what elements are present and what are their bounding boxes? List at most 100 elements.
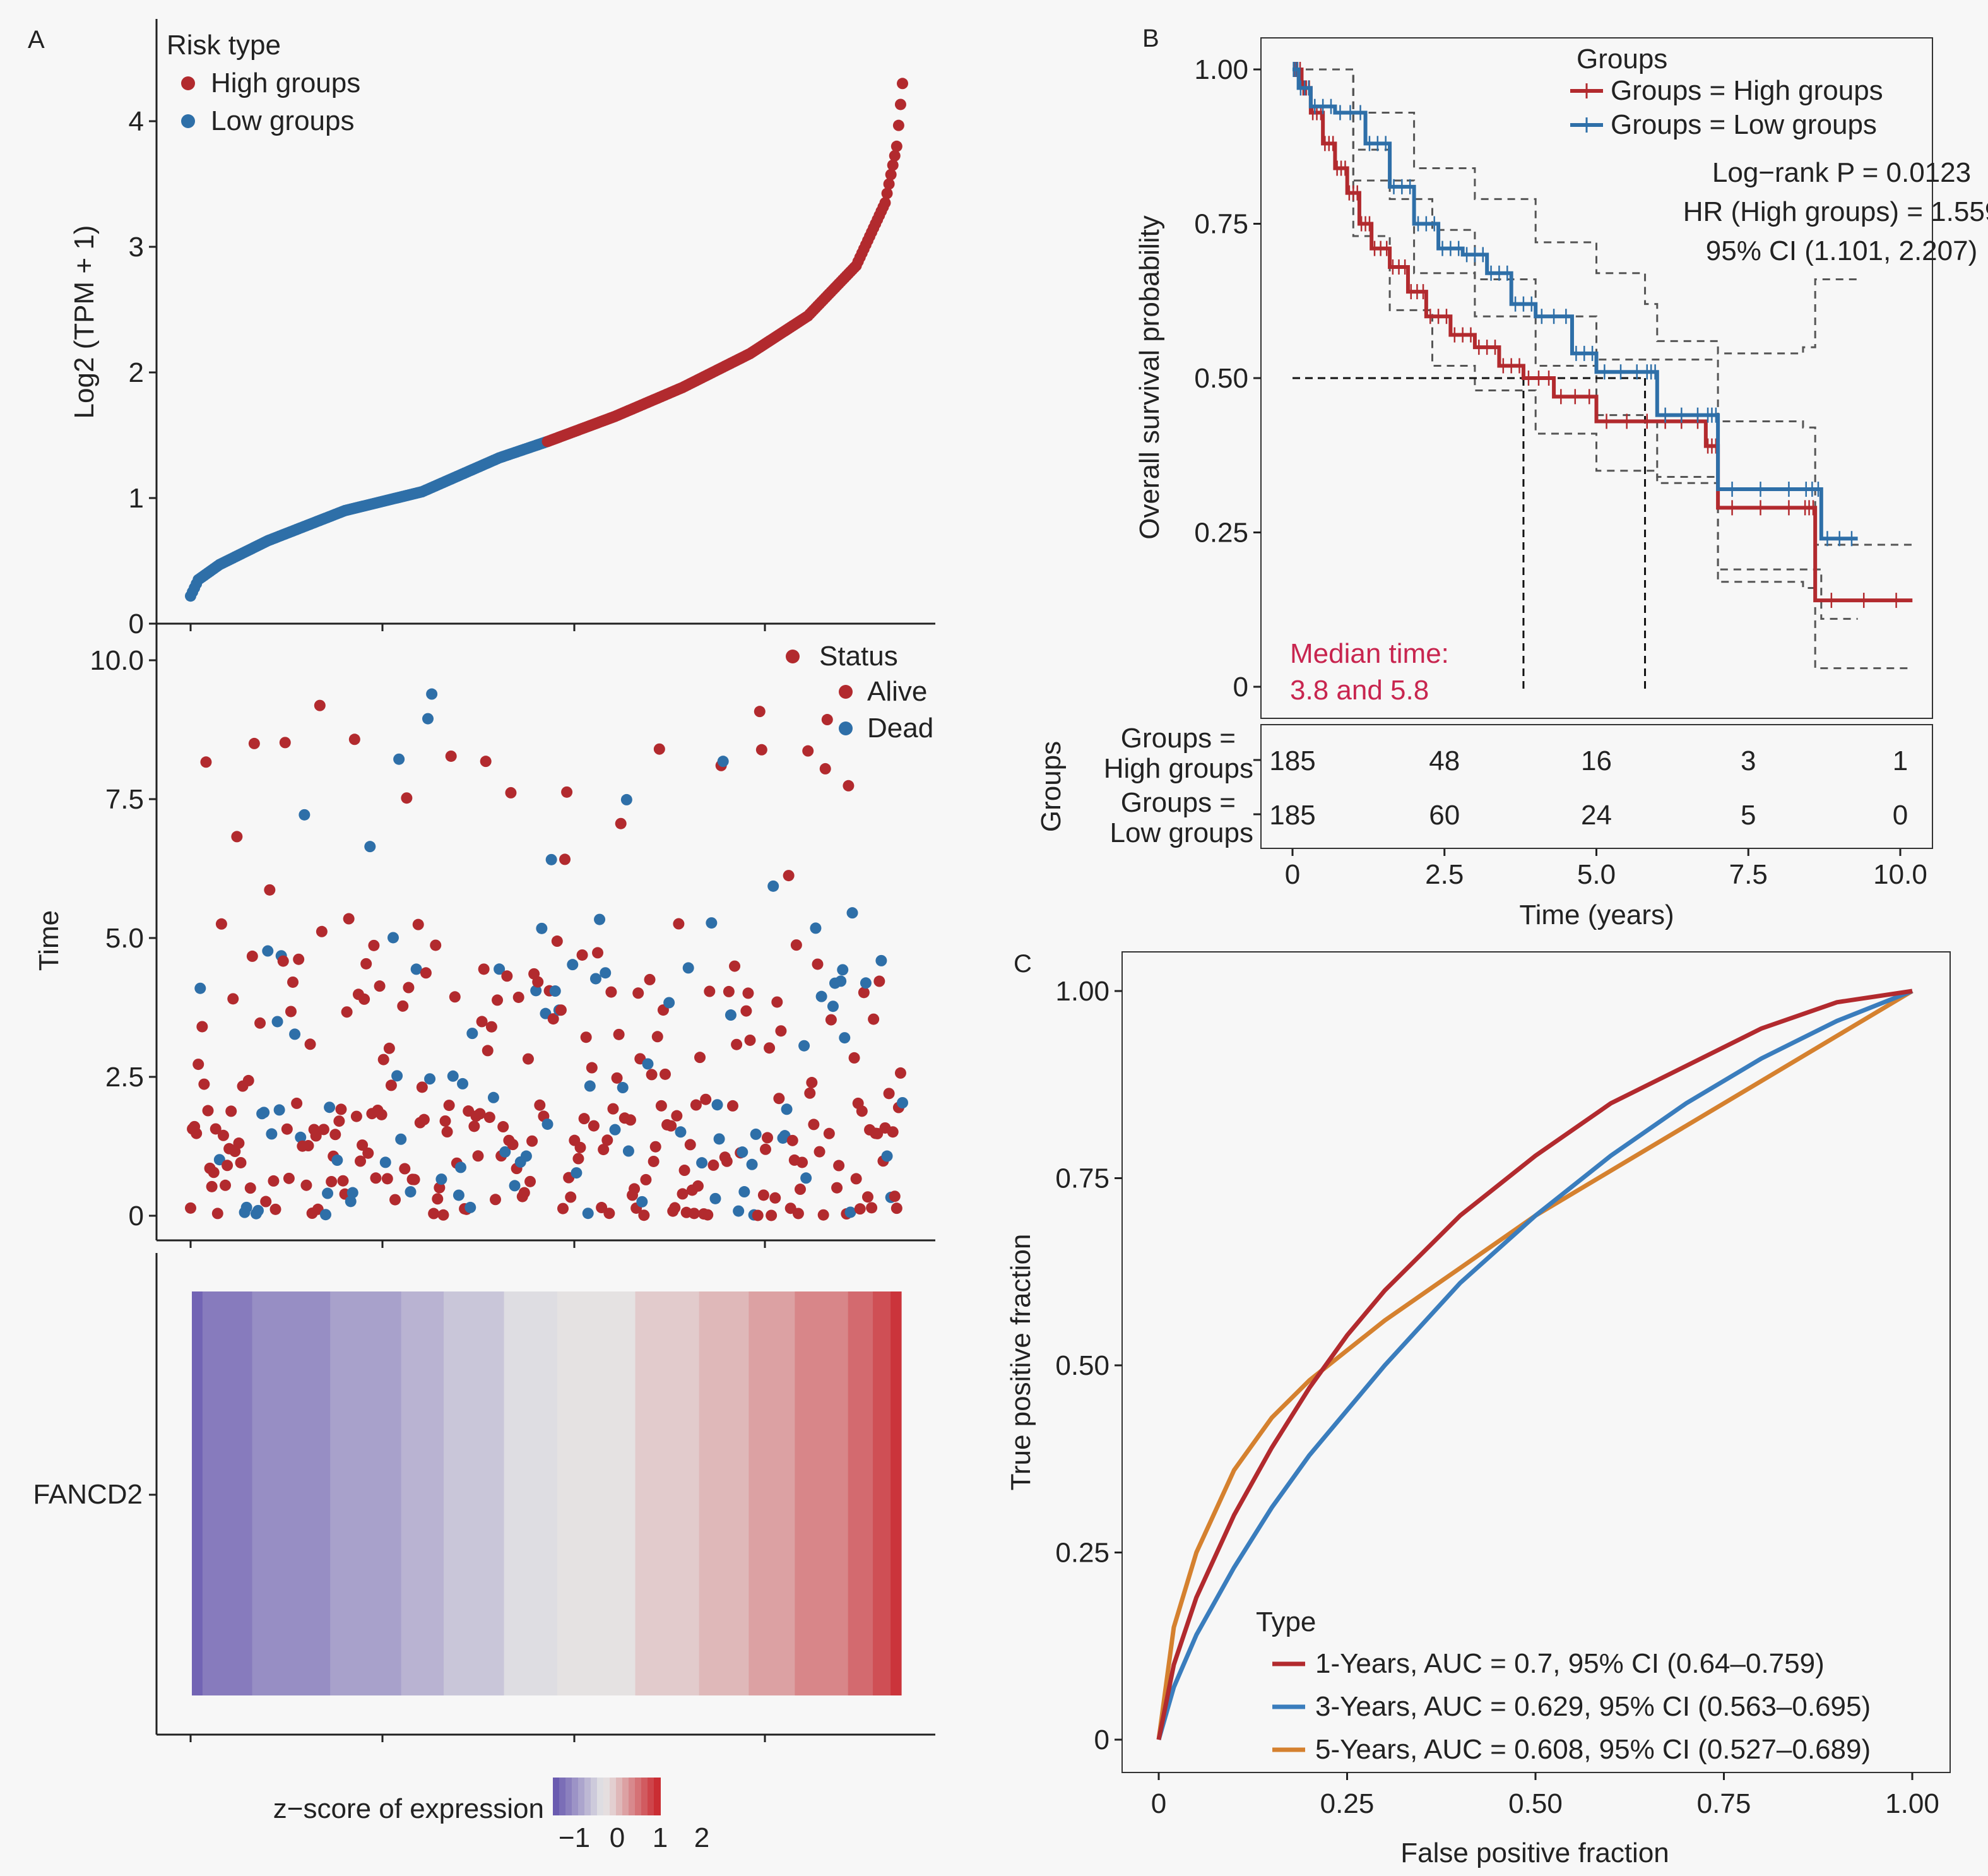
- colorbar-cell: [572, 1778, 579, 1815]
- alive-point: [831, 1182, 843, 1194]
- dead-point: [767, 880, 779, 892]
- roc-curve-5-year: [1156, 988, 1914, 1740]
- high-group-point: [887, 159, 899, 171]
- high-group-point: [881, 187, 893, 199]
- alive-point: [512, 991, 524, 1003]
- dead-point: [289, 1028, 301, 1040]
- alive-point: [281, 1123, 293, 1135]
- alive-point: [821, 714, 833, 726]
- y-tick-label: 0: [1094, 1725, 1109, 1755]
- alive-point: [434, 1182, 446, 1194]
- risk-count-low: 185: [1269, 800, 1315, 831]
- y-tick-label: 0.50: [1194, 363, 1248, 394]
- colorbar-cell: [591, 1778, 598, 1815]
- alive-point: [401, 792, 413, 804]
- heatmap-row-label: FANCD2: [33, 1479, 143, 1510]
- dead-point: [494, 963, 506, 975]
- y-tick-label: 0.25: [1194, 518, 1248, 549]
- x-tick-label: 5.0: [1577, 859, 1616, 890]
- alive-point: [721, 1155, 733, 1167]
- hr-stat: HR (High groups) = 1.559: [1683, 196, 1988, 227]
- dead-point: [717, 756, 729, 768]
- dead-point: [520, 1150, 532, 1162]
- dead-point: [262, 945, 274, 957]
- alive-point: [850, 1173, 862, 1185]
- alive-point: [200, 756, 212, 768]
- alive-point: [794, 1184, 806, 1196]
- y-tick-label: 1.00: [1055, 976, 1109, 1007]
- dead-point: [582, 1208, 594, 1220]
- high-group-point: [883, 178, 895, 190]
- alive-point: [428, 1208, 440, 1220]
- dead-point: [781, 1103, 793, 1115]
- alive-point: [775, 1025, 787, 1037]
- risk-count-low: 24: [1581, 800, 1612, 831]
- colorbar-cell: [565, 1778, 572, 1815]
- colorbar-cell: [584, 1778, 591, 1815]
- alive-point: [792, 1208, 804, 1220]
- dead-point: [435, 1173, 447, 1185]
- risk-count-high: 1: [1893, 745, 1908, 776]
- alive-point: [762, 1132, 774, 1144]
- x-tick-label: 0: [1285, 859, 1300, 890]
- heatmap-cell: [848, 1291, 873, 1695]
- alive-point: [671, 1110, 683, 1122]
- alive-point: [655, 1100, 667, 1112]
- colorbar-cell: [553, 1778, 560, 1815]
- alive-point: [403, 982, 415, 994]
- alive-point: [277, 955, 289, 967]
- alive-point: [268, 1175, 280, 1187]
- alive-point: [629, 1183, 641, 1195]
- dead-point: [454, 1161, 466, 1173]
- risk-table-frame: [1260, 724, 1933, 849]
- alive-point: [310, 1130, 322, 1142]
- roc-legend-1y-label: 1-Years, AUC = 0.7, 95% CI (0.64–0.759): [1315, 1648, 1825, 1679]
- heatmap-cell: [202, 1291, 253, 1695]
- alive-point: [868, 1013, 880, 1025]
- alive-point: [856, 1105, 868, 1117]
- alive-point: [443, 1100, 455, 1112]
- alive-point: [478, 963, 490, 975]
- colorbar-cell: [629, 1778, 636, 1815]
- alive-point: [524, 1175, 536, 1187]
- a-top-ylabel: Log2 (TPM + 1): [69, 225, 100, 419]
- alive-point: [399, 1163, 411, 1175]
- dead-point: [815, 990, 827, 1002]
- alive-point: [555, 1004, 567, 1016]
- alive-point: [843, 780, 855, 792]
- alive-point: [220, 1179, 232, 1191]
- alive-point: [482, 1045, 494, 1057]
- alive-point: [279, 737, 291, 749]
- alive-point: [769, 1192, 781, 1204]
- dead-point: [499, 1146, 511, 1158]
- alive-point: [408, 1173, 420, 1185]
- dead-point: [663, 997, 675, 1009]
- alive-point: [588, 1120, 600, 1132]
- alive-point: [690, 1099, 702, 1111]
- x-tick-label: 2.5: [1425, 859, 1464, 890]
- alive-point: [578, 1113, 590, 1125]
- y-tick-label: 4: [129, 106, 144, 137]
- alive-point: [771, 996, 783, 1008]
- x-tick-label: 7.5: [1729, 859, 1768, 890]
- colorbar-tick: 1: [653, 1822, 668, 1853]
- alive-point: [445, 750, 457, 762]
- alive-point: [819, 763, 831, 775]
- alive-point: [731, 1038, 743, 1050]
- dead-point: [457, 1078, 469, 1089]
- alive-point: [615, 817, 627, 829]
- alive-point: [723, 985, 735, 997]
- y-tick-label: 2.5: [105, 1062, 144, 1093]
- alive-point: [644, 973, 656, 985]
- alive-point: [264, 884, 276, 896]
- y-tick-label: 0: [129, 609, 144, 639]
- alive-point: [231, 831, 243, 843]
- colorbar-cell: [578, 1778, 585, 1815]
- dead-point: [696, 1157, 708, 1169]
- alive-point: [887, 1126, 899, 1138]
- dead-point: [453, 1189, 464, 1201]
- dead-point: [266, 1128, 278, 1140]
- roc-curve-3-year: [1156, 988, 1914, 1740]
- dead-point: [346, 1187, 358, 1199]
- dead-point: [549, 985, 561, 997]
